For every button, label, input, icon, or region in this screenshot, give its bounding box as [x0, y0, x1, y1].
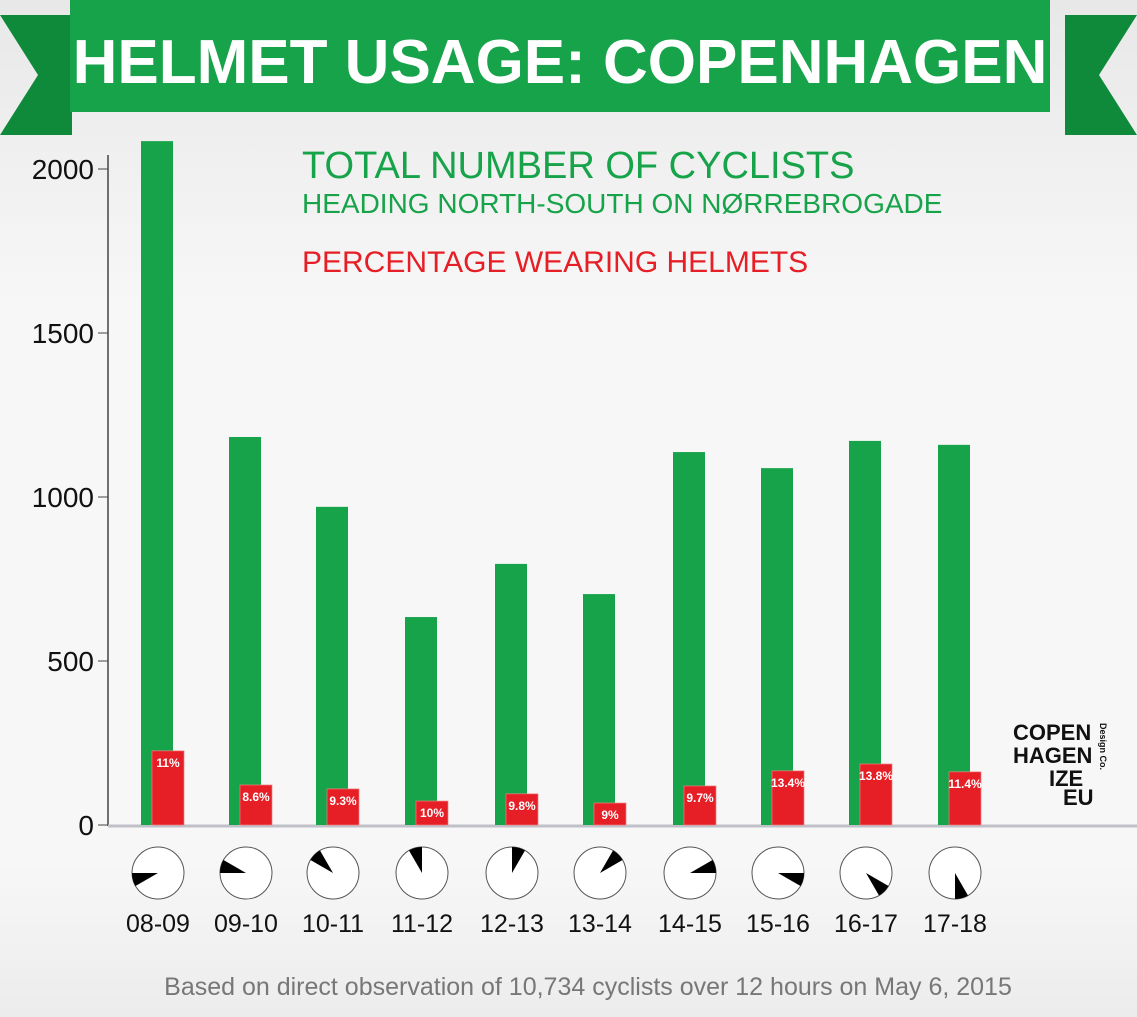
logo-line: HAGEN: [1013, 743, 1092, 768]
clock-hour-wedge: [690, 860, 716, 873]
y-tick-label: 0: [78, 810, 94, 841]
clock-hour-wedge: [409, 847, 422, 873]
bar-total: [229, 436, 261, 825]
bar-helmets: [239, 784, 273, 826]
logo-line: EU: [1063, 785, 1094, 810]
y-tick-label: 2000: [32, 154, 94, 185]
x-tick-label: 10-11: [302, 910, 364, 938]
bar-total: [673, 452, 705, 825]
ribbon-right: [1065, 15, 1137, 135]
clock-hour-wedge: [512, 847, 525, 873]
bar-total: [583, 594, 615, 825]
bar-total: [938, 444, 970, 825]
bar-total: [405, 617, 437, 825]
bar-helmets: [948, 771, 982, 826]
logo: COPEN HAGEN IZE EU Design Co.: [1013, 720, 1108, 810]
logo-line: IZE: [1049, 766, 1083, 791]
logo-side: Design Co.: [1098, 723, 1108, 770]
bar-helmets-label: 13.8%: [859, 769, 893, 783]
footnote: Based on direct observation of 10,734 cy…: [164, 973, 1012, 1001]
y-tick-label: 500: [47, 646, 94, 677]
legend-helmets: PERCENTAGE WEARING HELMETS: [302, 246, 808, 279]
bar-total: [316, 506, 348, 825]
clock-hour-wedge: [132, 873, 158, 886]
bar-helmets: [771, 770, 805, 826]
bar-helmets-label: 8.6%: [242, 790, 270, 804]
x-tick-label: 08-09: [126, 910, 190, 938]
clock-hour-wedge: [310, 850, 333, 873]
bar-helmets-label: 11%: [156, 756, 180, 770]
bar-helmets-label: 13.4%: [771, 776, 805, 790]
bar-total: [761, 468, 793, 825]
bar-helmets: [151, 750, 185, 826]
bar-helmets-label: 9.7%: [686, 791, 714, 805]
chart-title: HELMET USAGE: COPENHAGEN: [73, 28, 1048, 97]
y-tick-label: 1000: [32, 482, 94, 513]
ribbon-left: [0, 15, 72, 135]
x-tick-label: 15-16: [746, 910, 810, 938]
legend-total: TOTAL NUMBER OF CYCLISTS: [302, 145, 854, 187]
title-banner: [70, 0, 1050, 112]
y-tick-label: 1500: [32, 318, 94, 349]
bar-helmets: [683, 785, 717, 826]
bar-helmets-label: 9%: [601, 808, 619, 822]
x-tick-label: 13-14: [568, 910, 632, 938]
x-tick-label: 09-10: [214, 910, 278, 938]
bar-total: [849, 440, 881, 825]
clock-hour-wedge: [778, 873, 804, 886]
logo-line: COPEN: [1013, 720, 1091, 745]
bar-helmets: [593, 802, 627, 826]
x-tick-label: 16-17: [834, 910, 898, 938]
clock-hour-wedge: [955, 873, 968, 899]
x-tick-label: 17-18: [923, 910, 987, 938]
bar-helmets-label: 9.3%: [329, 794, 357, 808]
bar-helmets-label: 11.4%: [948, 777, 982, 791]
bar-helmets: [859, 763, 893, 826]
legend-total-subtitle: HEADING NORTH-SOUTH ON NØRREBROGADE: [302, 188, 942, 219]
bar-helmets-label: 9.8%: [508, 799, 536, 813]
x-tick-label: 11-12: [391, 910, 453, 938]
clock-hour-wedge: [866, 873, 889, 896]
clock-hour-wedge: [600, 850, 623, 873]
bar-helmets: [415, 800, 449, 826]
x-tick-label: 12-13: [480, 910, 544, 938]
clock-hour-wedge: [220, 860, 246, 873]
bar-total: [141, 141, 173, 825]
bar-total: [495, 563, 527, 825]
x-tick-label: 14-15: [658, 910, 722, 938]
bar-helmets: [326, 788, 360, 826]
bar-helmets-label: 10%: [420, 806, 444, 820]
bar-helmets: [505, 793, 539, 826]
